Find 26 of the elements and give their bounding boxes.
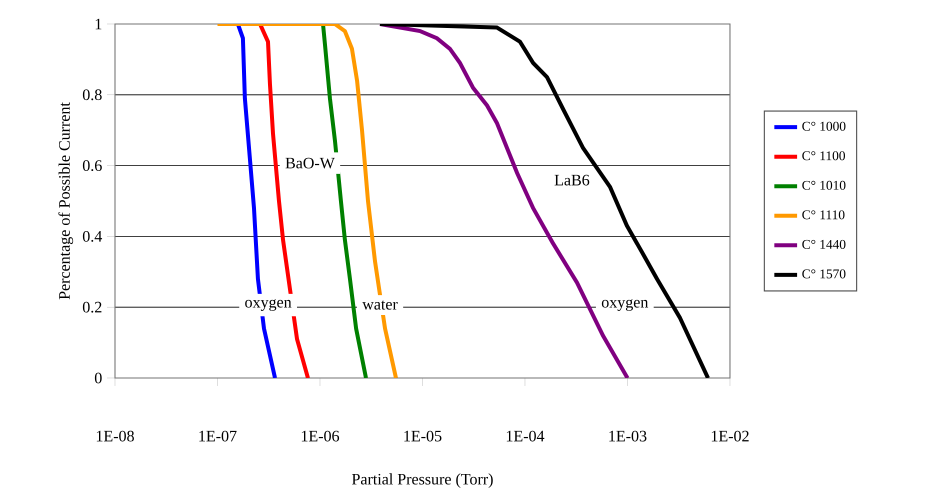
x-tick-label: 1E-03 [609,430,646,442]
annotation: BaO-W [286,158,335,169]
annotation: oxygen [245,299,292,311]
legend-label: C° 1000 [802,122,846,131]
legend-label: C° 1100 [802,151,845,160]
annotation: LaB6 [554,174,590,186]
legend-label: C° 1110 [802,210,844,220]
y-axis-title: Percentage of Possible Current [58,102,74,300]
y-tick-label: 0 [94,372,102,384]
y-tick-label: 1 [96,18,102,30]
x-tick-label: 1E-08 [96,430,134,442]
y-tick-label: 0.8 [82,89,102,100]
legend-label: C° 1440 [802,240,846,249]
legend-label: C° 1570 [802,269,846,278]
x-tick-label: 1E-05 [404,430,442,442]
annotation: oxygen [602,299,648,311]
x-tick-label: 1E-02 [712,430,749,442]
x-tick-label: 1E-07 [199,430,237,442]
legend-label: C° 1010 [802,180,846,190]
y-tick-label: 0.2 [82,302,102,313]
x-tick-label: 1E-04 [506,430,544,442]
x-axis-title: Partial Pressure (Torr) [352,473,493,488]
annotation: water [362,300,398,310]
y-tick-label: 0.4 [82,230,102,242]
x-tick-label: 1E-06 [302,430,340,442]
y-tick-label: 0.6 [82,160,102,172]
